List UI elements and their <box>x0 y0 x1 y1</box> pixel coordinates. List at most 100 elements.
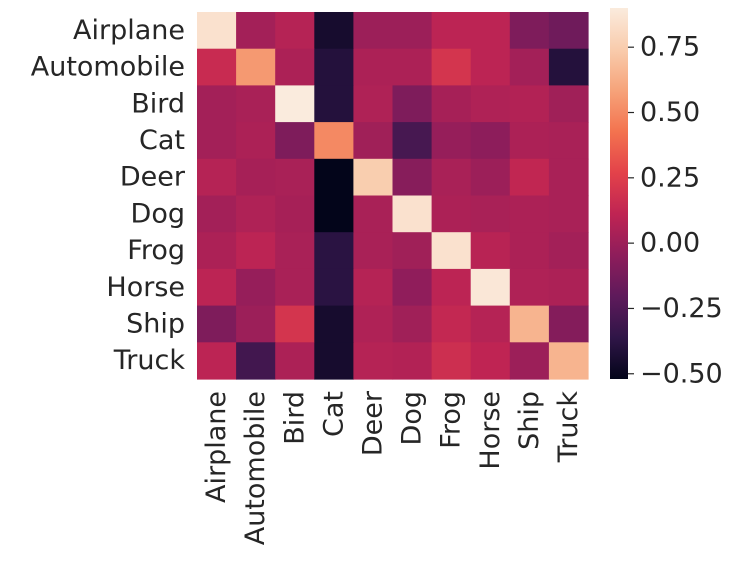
colorbar-ticks: 0.75 0.50 0.25 0.00 −0.25 −0.50 <box>628 32 723 389</box>
heatmap-cell <box>275 12 315 50</box>
heatmap-cell <box>275 158 315 197</box>
heatmap-cell <box>431 305 472 343</box>
row-label: Truck <box>113 345 186 376</box>
heatmap-cell <box>353 122 394 160</box>
heatmap-cell <box>353 268 394 307</box>
row-labels: Airplane Automobile Bird Cat Deer Dog Frog Hors… <box>31 15 186 376</box>
colorbar-gradient <box>610 8 628 379</box>
heatmap-cell <box>314 232 354 270</box>
heatmap-cell <box>314 85 354 123</box>
heatmap-cell <box>509 232 550 270</box>
heatmap-cell <box>548 48 589 86</box>
heatmap-cell <box>314 305 354 343</box>
heatmap-cell <box>197 342 237 380</box>
row-label: Dog <box>131 198 185 229</box>
heatmap-cell <box>431 12 472 50</box>
colorbar-tick-label: 0.25 <box>640 162 700 193</box>
colorbar-tick-label: −0.50 <box>640 358 723 389</box>
heatmap-cell <box>353 195 394 233</box>
row-label: Automobile <box>31 52 185 83</box>
row-label: Cat <box>139 125 185 156</box>
heatmap-cell <box>236 158 276 197</box>
heatmap-cell <box>509 122 550 160</box>
heatmap-cell <box>275 48 315 86</box>
heatmap-cell <box>509 85 550 123</box>
column-label: Dog <box>397 391 428 445</box>
heatmap-cell <box>197 158 237 197</box>
row-label: Deer <box>120 162 186 193</box>
heatmap-cell <box>470 12 511 50</box>
heatmap-cell <box>392 48 433 86</box>
heatmap-cell <box>431 158 472 197</box>
row-label: Ship <box>126 308 185 339</box>
heatmap-cell <box>314 158 354 197</box>
heatmap-cell <box>353 232 394 270</box>
heatmap-cell <box>392 342 433 380</box>
heatmap-cell <box>431 268 472 307</box>
heatmap-cell <box>470 342 511 380</box>
heatmap-cell <box>392 268 433 307</box>
heatmap-cell <box>197 12 237 50</box>
heatmap-cell <box>197 122 237 160</box>
row-label: Bird <box>131 88 185 119</box>
column-label: Bird <box>279 391 310 445</box>
heatmap-cell <box>470 195 511 233</box>
heatmap-cell <box>236 268 276 307</box>
heatmap-cell <box>548 305 589 343</box>
heatmap-cell <box>431 85 472 123</box>
heatmap-cell <box>509 48 550 86</box>
heatmap-cell <box>314 48 354 86</box>
column-label: Airplane <box>201 391 232 503</box>
heatmap-cell <box>392 305 433 343</box>
column-label: Truck <box>553 391 584 464</box>
heatmap-cell <box>470 122 511 160</box>
heatmap-cell <box>431 232 472 270</box>
row-label: Airplane <box>73 15 185 46</box>
heatmap-cell <box>275 85 315 123</box>
column-label: Frog <box>436 391 467 449</box>
heatmap-cell <box>314 122 354 160</box>
heatmap-cell <box>548 12 589 50</box>
colorbar-tick-label: 0.50 <box>640 97 700 128</box>
heatmap-cell <box>197 305 237 343</box>
heatmap-cell <box>431 342 472 380</box>
heatmap-cell <box>275 342 315 380</box>
column-label: Automobile <box>240 391 271 545</box>
heatmap-cell <box>470 305 511 343</box>
heatmap-cell <box>236 122 276 160</box>
heatmap-cell <box>548 268 589 307</box>
heatmap-cell <box>392 85 433 123</box>
heatmap-cell <box>509 305 550 343</box>
heatmap-cell <box>470 232 511 270</box>
heatmap-cell <box>236 342 276 380</box>
heatmap-cell <box>509 12 550 50</box>
heatmap-cell <box>353 85 394 123</box>
heatmap-cell <box>236 232 276 270</box>
heatmap-cell <box>548 232 589 270</box>
heatmap-cell <box>470 158 511 197</box>
row-label: Frog <box>127 235 185 266</box>
heatmap-cell <box>197 85 237 123</box>
colorbar-tick-label: 0.75 <box>640 32 700 63</box>
colorbar: 0.75 0.50 0.25 0.00 −0.25 −0.50 <box>610 8 723 389</box>
heatmap-cell <box>314 195 354 233</box>
heatmap-cell <box>392 195 433 233</box>
heatmap-cell <box>509 342 550 380</box>
heatmap-cell <box>275 195 315 233</box>
heatmap-cell <box>548 342 589 380</box>
heatmap-cell <box>236 48 276 86</box>
heatmap-cell <box>392 12 433 50</box>
heatmap-cell <box>197 232 237 270</box>
heatmap-cell <box>275 232 315 270</box>
heatmap-cell <box>392 122 433 160</box>
heatmap-cell <box>548 122 589 160</box>
row-label: Horse <box>106 272 185 303</box>
heatmap-cell <box>353 342 394 380</box>
heatmap-cell <box>275 122 315 160</box>
heatmap-cell <box>236 305 276 343</box>
column-labels: Airplane Automobile Bird Cat Deer Dog Frog Hors… <box>201 390 584 545</box>
heatmap-cell <box>353 48 394 86</box>
column-label: Cat <box>318 391 349 437</box>
heatmap-cell <box>314 268 354 307</box>
heatmap-cell <box>275 305 315 343</box>
